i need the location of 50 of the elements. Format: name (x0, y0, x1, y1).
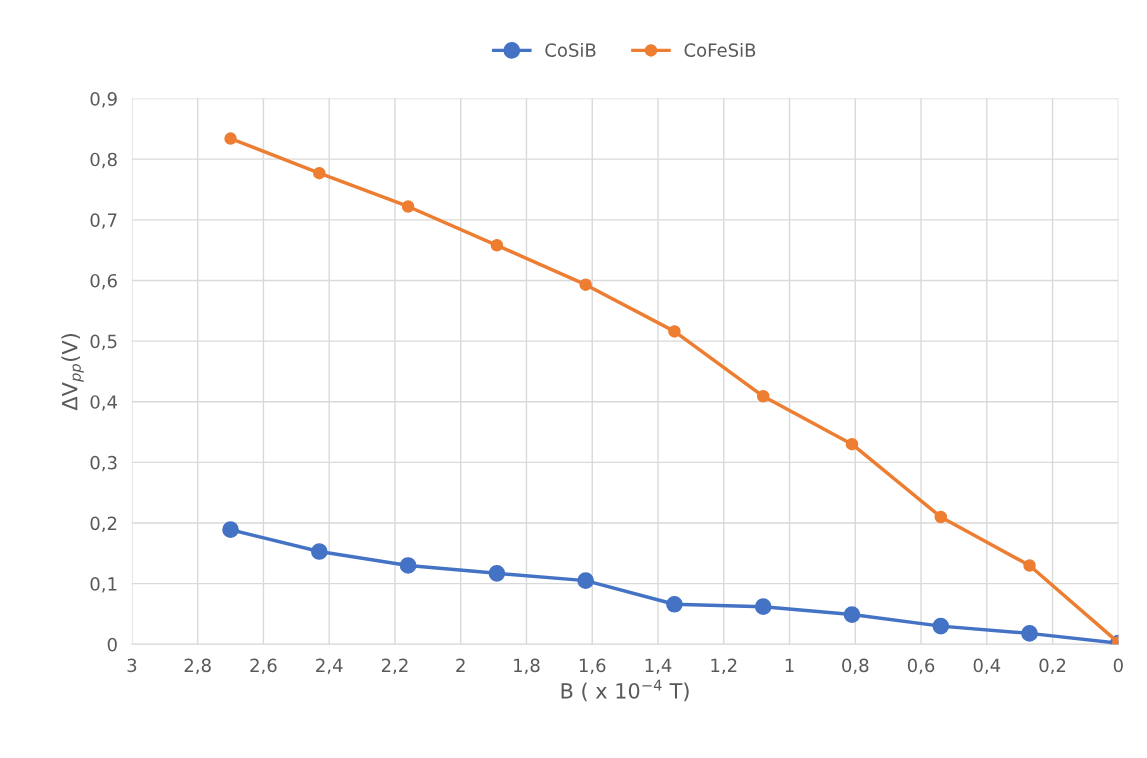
point (934, 510, 948, 524)
point (401, 200, 415, 213)
x-tick-label: 0,4 (973, 658, 1001, 675)
y-tick-label: 0,6 (90, 273, 117, 290)
x-tick-label: 1,6 (579, 658, 606, 675)
point (845, 437, 859, 451)
point (1023, 559, 1036, 572)
y-axis-title: ΔV$_{pp}$(V) (61, 334, 84, 411)
x-tick-label: 0,2 (1039, 658, 1066, 675)
y-tick-label: 0 (107, 637, 117, 652)
x-tick-label: 1,4 (645, 658, 672, 675)
point (1021, 625, 1038, 642)
x-tick-label: 0,8 (842, 658, 869, 675)
point (224, 132, 237, 145)
x-tick-label: 1,8 (514, 658, 540, 675)
y-tick-label: 0,7 (90, 213, 117, 229)
point (668, 325, 681, 338)
point (310, 543, 328, 560)
point (754, 598, 772, 616)
legend-label: CoFeSiB (684, 42, 756, 57)
x-tick-label: 2 (456, 658, 465, 672)
point (579, 278, 592, 291)
x-tick-label: 2,6 (250, 658, 277, 675)
point (666, 595, 683, 613)
x-axis-title: B ( x 10$^{−4}$ T) (561, 679, 689, 702)
x-tick-label: 3 (127, 658, 137, 673)
legend-label: CoSiB (545, 42, 596, 57)
point (399, 557, 417, 574)
y-tick-label: 0,8 (90, 152, 117, 169)
point (222, 521, 239, 539)
y-tick-label: 0,2 (90, 516, 117, 532)
point (756, 390, 770, 403)
y-tick-label: 0,1 (90, 577, 117, 593)
y-tick-label: 0,5 (90, 334, 117, 351)
point (932, 617, 950, 635)
point (490, 239, 504, 252)
x-tick-label: 2,2 (381, 658, 408, 675)
x-tick-label: 1 (785, 658, 794, 672)
y-tick-label: 0,4 (90, 395, 117, 411)
point (843, 606, 861, 623)
y-tick-label: 0,3 (90, 455, 117, 472)
point (313, 166, 326, 180)
y-tick-label: 0,9 (90, 92, 117, 108)
x-tick-label: 2,4 (316, 658, 343, 675)
x-tick-label: 0 (1113, 658, 1123, 673)
point (488, 565, 506, 582)
point (577, 572, 594, 589)
x-tick-label: 0,6 (907, 658, 935, 675)
x-tick-label: 2,8 (184, 658, 211, 675)
x-tick-label: 1,2 (711, 658, 737, 675)
